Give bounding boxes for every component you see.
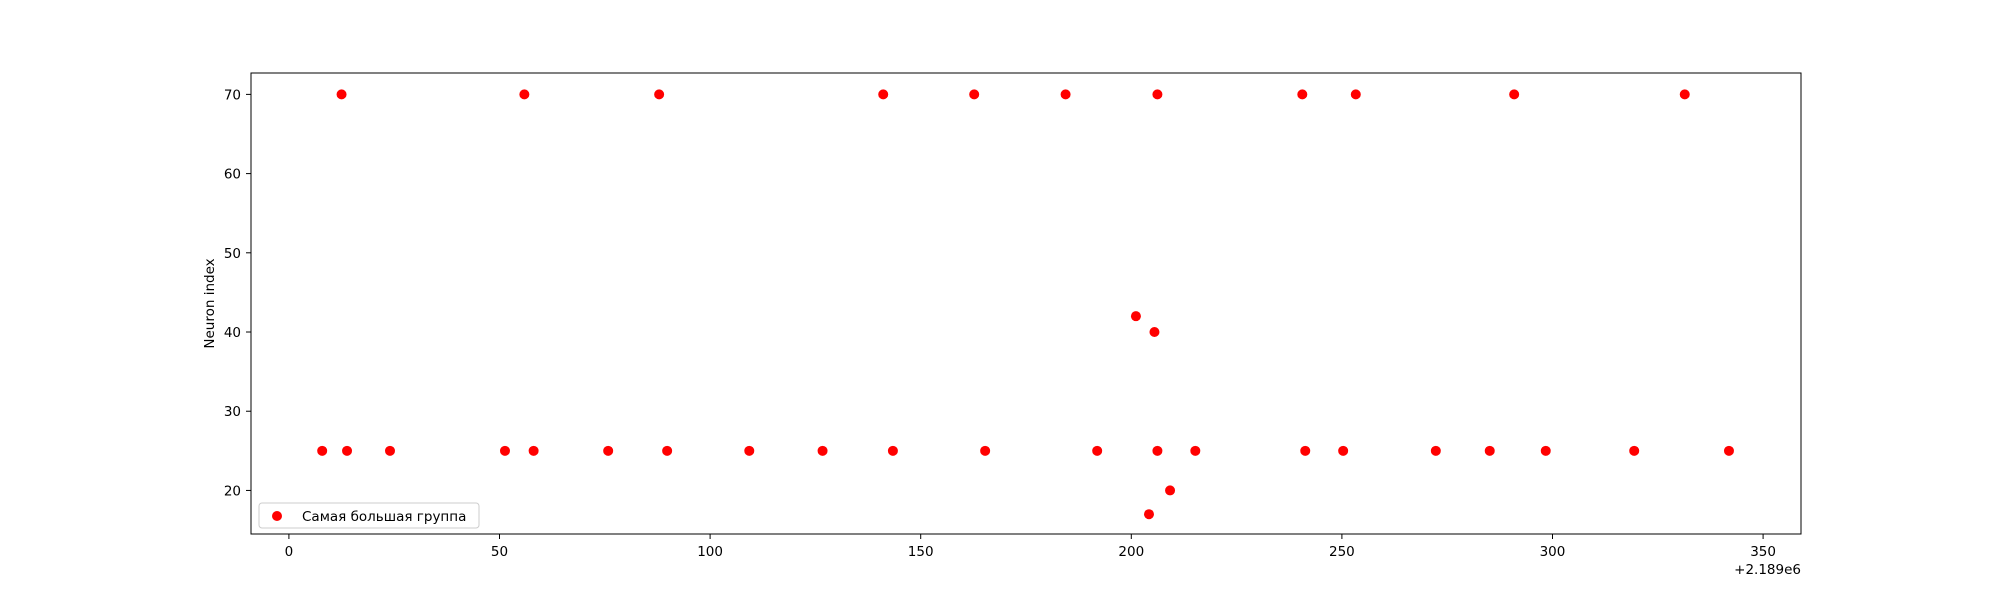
data-point	[1092, 445, 1103, 456]
plot-area-frame	[250, 72, 1802, 535]
data-point	[1143, 509, 1154, 520]
data-point	[654, 89, 665, 100]
x-tick-label: 0	[285, 544, 294, 560]
data-point	[1430, 445, 1441, 456]
data-point	[1509, 89, 1520, 100]
data-point	[1165, 485, 1176, 496]
x-tick-label: 200	[1118, 544, 1144, 560]
data-point	[317, 445, 328, 456]
data-point	[1297, 89, 1308, 100]
data-point	[662, 445, 673, 456]
x-tick-label: 100	[697, 544, 723, 560]
data-point	[519, 89, 530, 100]
data-point	[342, 445, 353, 456]
data-point	[499, 445, 510, 456]
data-point	[1338, 445, 1349, 456]
legend-box	[258, 502, 480, 529]
y-tick-label: 70	[224, 87, 241, 103]
data-point	[887, 445, 898, 456]
x-tick-label: 350	[1750, 544, 1776, 560]
data-point	[1350, 89, 1361, 100]
legend-marker	[272, 511, 282, 521]
data-point	[1679, 89, 1690, 100]
data-points	[317, 89, 1734, 520]
x-tick-label: 50	[491, 544, 508, 560]
data-point	[817, 445, 828, 456]
data-point	[603, 445, 614, 456]
data-point	[1152, 89, 1163, 100]
data-point	[1152, 445, 1163, 456]
data-point	[1060, 89, 1071, 100]
data-point	[1190, 445, 1201, 456]
y-tick-label: 30	[224, 404, 241, 420]
data-point	[744, 445, 755, 456]
legend-entry-label: Самая большая группа	[302, 509, 466, 525]
y-tick-label: 20	[224, 483, 241, 499]
data-point	[1149, 327, 1160, 338]
x-tick-label: 250	[1329, 544, 1355, 560]
data-point	[969, 89, 980, 100]
data-point	[528, 445, 539, 456]
y-axis-ticks: 20 30 40 50 60 70	[224, 87, 251, 499]
x-tick-label: 300	[1540, 544, 1566, 560]
x-axis-offset-label: +2.189e6	[1734, 562, 1801, 578]
y-axis-label: Neuron index	[202, 258, 218, 348]
data-point	[1484, 445, 1495, 456]
y-tick-label: 40	[224, 325, 241, 341]
data-point	[1540, 445, 1551, 456]
legend: Самая большая группа	[258, 502, 480, 529]
data-point	[878, 89, 889, 100]
x-axis-ticks: 0 50 100 150 200 250 300 350	[285, 534, 1776, 560]
data-point	[1130, 311, 1141, 322]
data-point	[336, 89, 347, 100]
data-point	[980, 445, 991, 456]
y-tick-label: 60	[224, 167, 241, 183]
x-tick-label: 150	[908, 544, 934, 560]
data-point	[384, 445, 395, 456]
y-tick-label: 50	[224, 246, 241, 262]
data-point	[1300, 445, 1311, 456]
data-point	[1629, 445, 1640, 456]
data-point	[1723, 445, 1734, 456]
